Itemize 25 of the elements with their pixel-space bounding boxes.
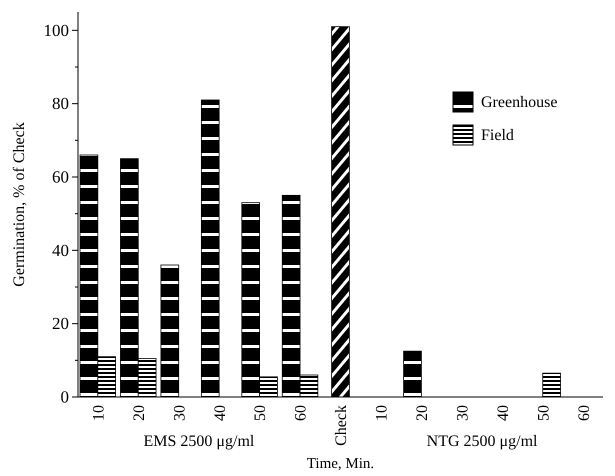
y-tick-label: 60 [52, 167, 69, 186]
x-tick-label: 40 [212, 405, 229, 421]
x-tick-label: Check [333, 405, 350, 446]
x-tick-label: 20 [130, 405, 148, 421]
y-axis-title: Germination, % of Check [11, 122, 28, 287]
y-tick-label: 20 [52, 314, 69, 334]
x-tick-label: 20 [414, 405, 431, 421]
x-tick-label: 30 [454, 405, 472, 421]
x-tick-label: 50 [252, 405, 270, 421]
text: NTG 2500 μg/ml [426, 433, 538, 450]
y-tick-label: 100 [44, 20, 69, 40]
x-tick-label: 10 [90, 405, 108, 421]
x-axis-title: Time, Min. [306, 456, 374, 472]
legend-label: Greenhouse [481, 94, 558, 111]
x-tick-label: 10 [374, 405, 391, 421]
y-tick-label: 40 [52, 240, 69, 260]
x-tick-label: 40 [494, 405, 512, 421]
legend-label: Field [481, 127, 514, 144]
x-tick-label: 50 [535, 405, 552, 421]
y-tick-label: 0 [60, 387, 69, 406]
y-tick-label: 80 [52, 94, 69, 114]
text: EMS 2500 μg/ml [144, 433, 255, 450]
x-tick-label: 30 [171, 405, 188, 421]
x-tick-label: 60 [576, 405, 593, 421]
x-tick-label: 60 [292, 405, 310, 421]
